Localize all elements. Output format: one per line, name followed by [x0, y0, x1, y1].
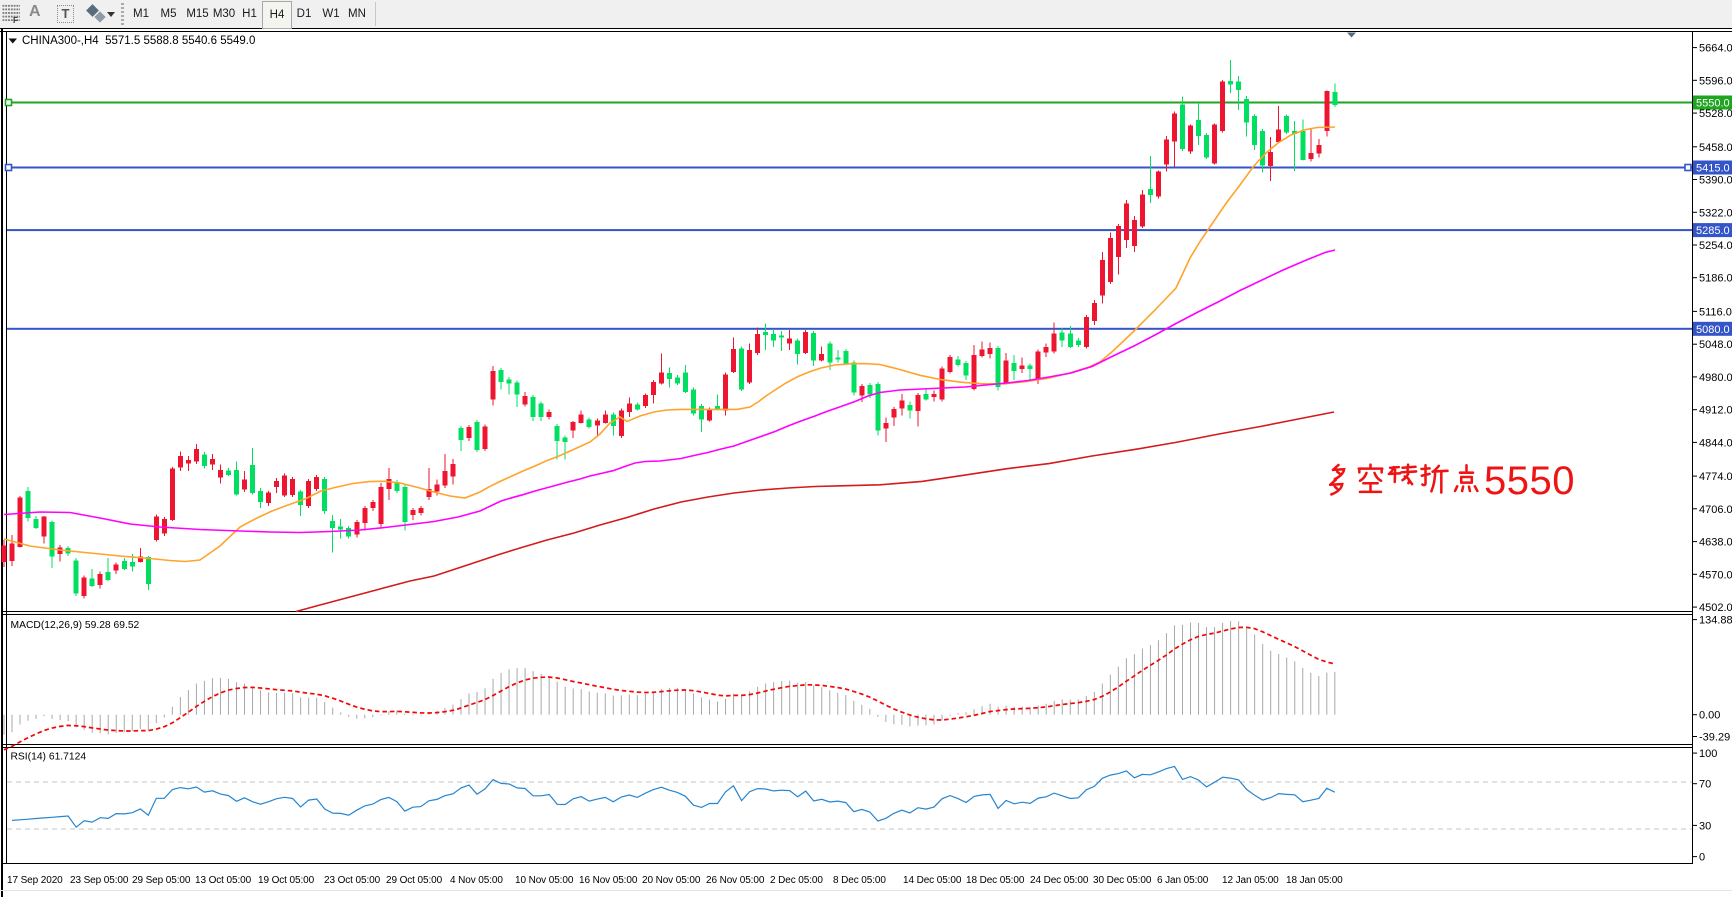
svg-text:5390.0: 5390.0 [1699, 175, 1732, 187]
svg-text:134.88: 134.88 [1699, 615, 1732, 627]
svg-text:4774.0: 4774.0 [1699, 471, 1732, 483]
svg-text:5285.0: 5285.0 [1696, 225, 1730, 237]
svg-text:12 Jan 05:00: 12 Jan 05:00 [1222, 875, 1279, 886]
svg-text:24 Dec 05:00: 24 Dec 05:00 [1030, 875, 1089, 886]
svg-text:-39.29: -39.29 [1699, 732, 1730, 744]
svg-text:6 Jan 05:00: 6 Jan 05:00 [1157, 875, 1209, 886]
svg-text:5550.0: 5550.0 [1696, 98, 1730, 110]
svg-text:29 Sep 05:00: 29 Sep 05:00 [132, 875, 191, 886]
svg-text:17 Sep 2020: 17 Sep 2020 [7, 875, 63, 886]
svg-text:10 Nov 05:00: 10 Nov 05:00 [515, 875, 574, 886]
svg-text:23 Oct 05:00: 23 Oct 05:00 [324, 875, 381, 886]
svg-text:4980.0: 4980.0 [1699, 372, 1732, 384]
svg-text:2 Dec 05:00: 2 Dec 05:00 [770, 875, 823, 886]
svg-text:8 Dec 05:00: 8 Dec 05:00 [833, 875, 886, 886]
svg-text:5048.0: 5048.0 [1699, 339, 1732, 351]
svg-text:18 Jan 05:00: 18 Jan 05:00 [1286, 875, 1343, 886]
svg-text:4638.0: 4638.0 [1699, 537, 1732, 549]
svg-text:4706.0: 4706.0 [1699, 504, 1732, 516]
svg-text:26 Nov 05:00: 26 Nov 05:00 [706, 875, 765, 886]
svg-text:5528.0: 5528.0 [1699, 108, 1732, 120]
svg-text:5322.0: 5322.0 [1699, 207, 1732, 219]
svg-text:14 Dec 05:00: 14 Dec 05:00 [903, 875, 962, 886]
svg-text:4502.0: 4502.0 [1699, 602, 1732, 614]
svg-text:5415.0: 5415.0 [1696, 163, 1730, 175]
svg-text:0.00: 0.00 [1699, 710, 1720, 722]
svg-text:5116.0: 5116.0 [1699, 306, 1732, 318]
svg-text:100: 100 [1699, 748, 1717, 760]
svg-text:30 Dec 05:00: 30 Dec 05:00 [1093, 875, 1152, 886]
svg-text:5186.0: 5186.0 [1699, 273, 1732, 285]
svg-text:19 Oct 05:00: 19 Oct 05:00 [258, 875, 315, 886]
svg-text:18 Dec 05:00: 18 Dec 05:00 [966, 875, 1025, 886]
svg-text:20 Nov 05:00: 20 Nov 05:00 [642, 875, 701, 886]
svg-text:4 Nov 05:00: 4 Nov 05:00 [450, 875, 503, 886]
svg-text:5664.0: 5664.0 [1699, 43, 1732, 55]
svg-text:29 Oct 05:00: 29 Oct 05:00 [386, 875, 443, 886]
svg-text:5596.0: 5596.0 [1699, 75, 1732, 87]
svg-text:RSI(14) 61.7124: RSI(14) 61.7124 [11, 752, 87, 763]
svg-text:5550: 5550 [1484, 459, 1575, 503]
svg-text:5458.0: 5458.0 [1699, 142, 1732, 154]
svg-text:4912.0: 4912.0 [1699, 405, 1732, 417]
svg-text:23 Sep 05:00: 23 Sep 05:00 [70, 875, 129, 886]
svg-text:4570.0: 4570.0 [1699, 569, 1732, 581]
svg-text:0: 0 [1699, 852, 1705, 864]
svg-text:5254.0: 5254.0 [1699, 240, 1732, 252]
svg-text:4844.0: 4844.0 [1699, 437, 1732, 449]
svg-text:30: 30 [1699, 820, 1711, 832]
svg-text:5080.0: 5080.0 [1696, 324, 1730, 336]
svg-text:70: 70 [1699, 779, 1711, 791]
svg-text:CHINA300-,H4 5571.5 5588.8 55: CHINA300-,H4 5571.5 5588.8 5540.6 5549.0 [22, 35, 255, 47]
svg-text:16 Nov 05:00: 16 Nov 05:00 [579, 875, 638, 886]
svg-text:MACD(12,26,9) 59.28 69.52: MACD(12,26,9) 59.28 69.52 [11, 620, 140, 631]
svg-text:13 Oct 05:00: 13 Oct 05:00 [195, 875, 252, 886]
